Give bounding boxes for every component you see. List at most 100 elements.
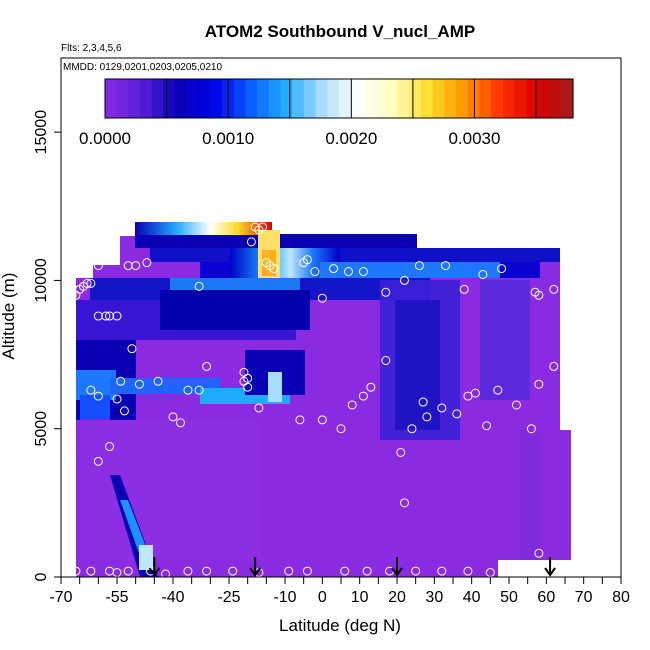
sample-point [534,548,544,558]
heatmap-region [160,290,310,330]
x-tick-label: 10 [351,589,369,606]
sample-point [183,566,193,576]
colorbar-swatch [292,79,305,118]
sample-point [269,264,279,274]
sample-point [112,394,122,404]
colorbar-swatch [327,79,340,118]
colorbar-swatch [432,79,445,118]
colorbar-swatch [128,79,141,118]
colorbar-swatch [105,79,118,118]
sample-point [567,237,577,247]
sample-point [407,424,417,434]
sample-point [243,382,253,392]
colorbar-label: 0.0020 [325,129,377,148]
flight-arrow [148,557,161,577]
x-tick-label: 60 [537,589,555,606]
colorbar-swatch [479,79,492,118]
sample-point [302,566,312,576]
x-tick-label: 0 [318,589,327,606]
sample-point [194,385,204,395]
colorbar-swatch [303,79,317,118]
sample-point [504,566,514,576]
sample-point [549,284,559,294]
sample-point [168,412,178,422]
x-axis-title: Latitude (deg N) [279,616,401,635]
sample-point [534,290,544,300]
colorbar: 0.0000 0.0010 0.0020 0.0030 [79,78,574,148]
colorbar-swatch [420,79,434,118]
sample-point [336,424,346,434]
x-tick-label: 20 [388,589,406,606]
flight-arrow [391,557,403,577]
sample-point [258,222,268,232]
chart-title: ATOM2 Southbound V_nucl_AMP [205,22,475,41]
colorbar-swatch [456,79,469,118]
sample-point [526,424,536,434]
heatmap-region [498,560,571,577]
colorbar-swatch [175,79,188,118]
sample-point [202,566,212,576]
x-tick-label: -55 [105,589,128,606]
sample-point [347,400,357,410]
sample-point [246,237,256,247]
sample-point [295,415,305,425]
sample-point [511,400,521,410]
sample-point [175,418,185,428]
sample-point [142,258,152,268]
sample-point [418,397,428,407]
sample-point [302,255,312,265]
sample-point [358,267,368,277]
sample-point [131,261,141,271]
sample-point [452,409,462,419]
colorbar-swatch [198,79,211,118]
colorbar-swatch [549,79,562,118]
y-tick-label: 15000 [33,110,50,155]
colorbar-swatch [116,79,129,118]
colorbar-swatch [385,79,399,118]
sample-point [93,391,103,401]
heatmap-region [320,262,500,278]
sample-point [396,447,406,457]
x-axis: -70 -55 -40 -25 -10 0 10 20 30 40 50 60 70 80 [49,576,630,606]
y-tick-label: 0 [33,572,50,581]
colorbar-swatch [186,79,200,118]
colorbar-swatch [233,79,246,118]
sample-point [153,376,163,386]
sample-point [119,216,129,226]
x-tick-label: -25 [217,589,240,606]
heatmap-region [268,372,282,402]
colorbar-swatch [350,79,363,118]
y-axis-title: Altitude (m) [0,273,18,360]
sample-point [310,267,320,277]
heatmap-region [135,222,272,235]
sample-point [119,406,129,416]
sample-point [317,293,327,303]
sample-point [243,373,253,383]
x-tick-label: 80 [612,589,630,606]
sample-point [493,385,503,395]
colorbar-label: 0.0010 [202,129,254,148]
sample-point [470,388,480,398]
sample-point [101,311,111,321]
heatmap-field [76,222,571,577]
colorbar-label: 0.0030 [448,129,500,148]
sample-point [437,403,447,413]
colorbar-label: 0.0000 [79,129,131,148]
colorbar-swatch [561,79,574,118]
arrows [148,557,556,577]
sample-point [254,403,264,413]
x-tick-label: 50 [500,589,518,606]
x-tick-label: 40 [463,589,481,606]
x-tick-label: -40 [161,589,184,606]
flights-label: Flts: 2,3,4,5,6 [61,43,122,54]
sample-point [358,391,368,401]
colorbar-swatch [374,79,387,118]
flight-arrow [544,557,556,577]
sample-point [579,240,589,250]
x-tick-label: -10 [273,589,296,606]
sample-point [399,498,409,508]
sample-point [93,311,103,321]
colorbar-swatch [526,79,539,118]
colorbar-swatch [362,79,375,118]
heatmap-region [110,378,220,394]
